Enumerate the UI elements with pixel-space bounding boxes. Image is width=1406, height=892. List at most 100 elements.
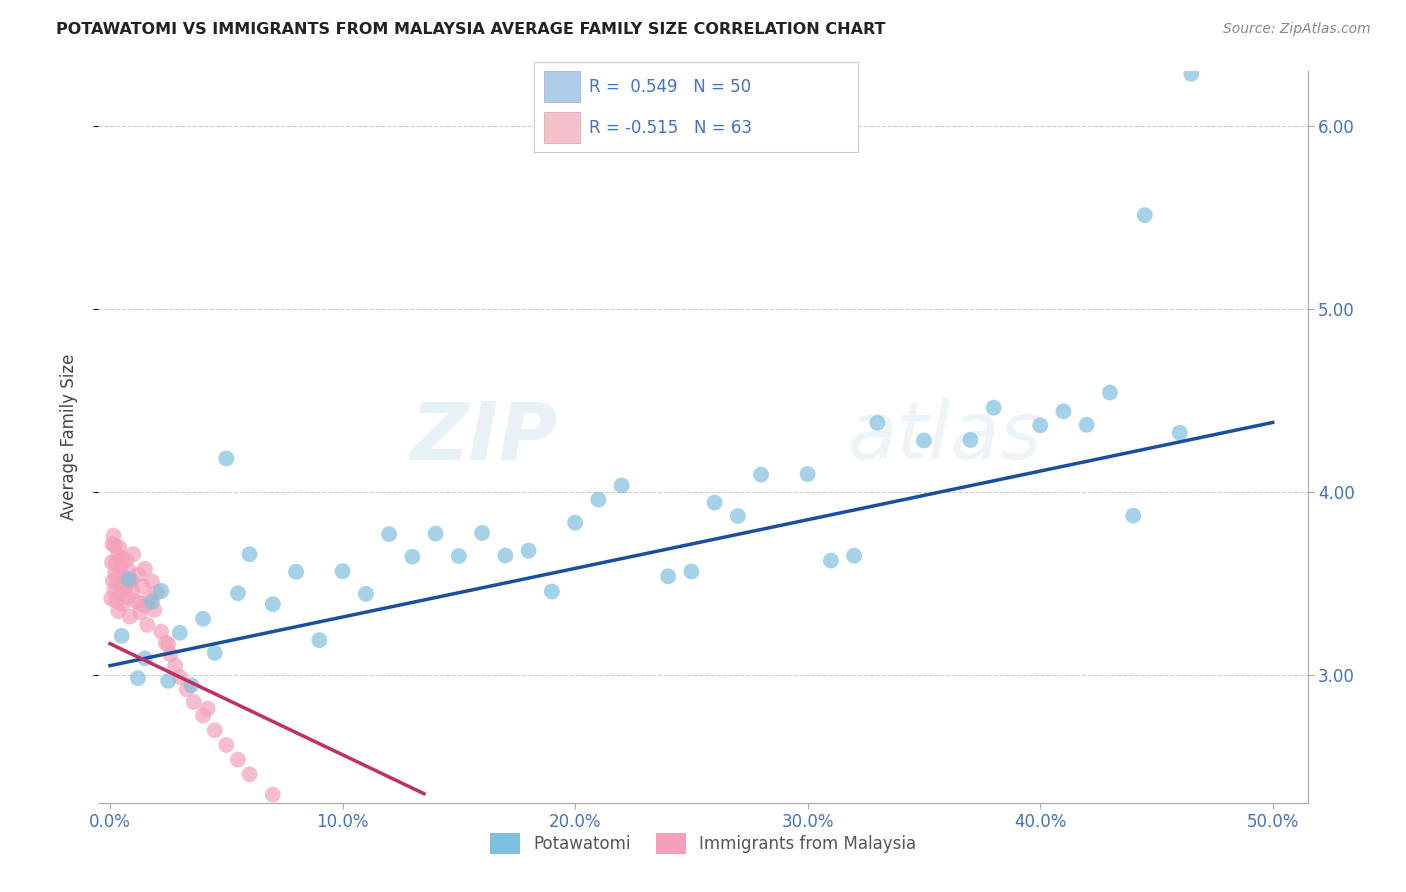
Point [681,565,703,579]
Point [354,859,377,873]
Point [180,678,202,692]
Point [494,549,516,563]
Point [107,549,129,563]
Text: R =  0.549   N = 50: R = 0.549 N = 50 [589,78,751,95]
Point [134,562,156,576]
Point [118,563,141,577]
Point [121,583,143,598]
Point [332,839,354,854]
Point [124,594,146,608]
Legend: Potawatomi, Immigrants from Malaysia: Potawatomi, Immigrants from Malaysia [484,827,922,860]
Point [101,555,124,569]
Point [159,648,181,662]
Point [165,658,187,673]
Point [122,547,145,561]
Point [104,558,127,572]
Point [120,574,142,588]
Point [844,549,866,563]
Point [401,549,423,564]
Point [226,753,249,767]
Point [136,618,159,632]
Point [120,574,142,588]
Point [101,537,124,551]
Point [959,433,981,447]
Text: POTAWATOMI VS IMMIGRANTS FROM MALAYSIA AVERAGE FAMILY SIZE CORRELATION CHART: POTAWATOMI VS IMMIGRANTS FROM MALAYSIA A… [56,22,886,37]
Point [796,467,818,481]
Point [145,586,167,600]
Point [866,416,889,430]
Point [285,565,308,579]
Point [285,808,308,822]
Point [111,629,134,643]
Point [1133,208,1156,222]
Point [308,828,330,842]
Point [107,604,129,618]
Point [204,646,226,660]
Point [114,580,136,594]
Point [447,549,470,563]
Point [104,538,127,552]
Point [1122,508,1144,523]
Point [1180,67,1202,81]
Point [110,578,132,592]
Point [657,569,679,583]
Point [103,583,125,598]
Point [108,567,131,582]
Point [127,671,149,685]
Point [308,633,330,648]
Point [183,695,205,709]
Point [610,478,633,492]
Point [983,401,1005,415]
Y-axis label: Average Family Size: Average Family Size [59,354,77,520]
Point [749,467,772,482]
Point [129,596,152,610]
Point [1076,417,1098,432]
Point [108,541,131,555]
Point [191,612,214,626]
Point [129,606,152,620]
Point [1052,404,1074,418]
Point [115,553,138,567]
Point [141,574,163,589]
Bar [544,112,579,143]
Point [150,624,173,639]
Point [138,591,160,606]
Text: Source: ZipAtlas.com: Source: ZipAtlas.com [1223,22,1371,37]
Point [471,526,494,541]
Point [332,564,354,578]
Point [143,603,166,617]
Point [176,682,198,697]
Point [239,767,262,781]
Point [169,670,191,684]
Point [215,451,238,466]
Text: atlas: atlas [848,398,1043,476]
Point [155,636,177,650]
Point [1168,425,1191,440]
Point [118,573,141,587]
Point [197,701,219,715]
Text: R = -0.515   N = 63: R = -0.515 N = 63 [589,119,752,136]
Point [101,574,124,588]
Point [378,527,401,541]
Point [564,516,586,530]
Point [131,579,153,593]
Point [912,434,935,448]
Point [108,586,131,600]
Point [112,570,135,584]
Point [150,584,173,599]
Point [157,637,180,651]
Point [262,597,284,611]
Point [157,673,180,688]
Point [354,587,377,601]
Point [540,584,562,599]
Point [134,651,156,665]
Point [262,788,284,802]
Point [110,559,132,574]
Point [703,495,725,509]
Point [425,526,447,541]
Point [100,591,122,606]
Point [820,553,842,567]
Text: ZIP: ZIP [411,398,558,476]
Point [104,566,127,580]
Point [588,492,610,507]
